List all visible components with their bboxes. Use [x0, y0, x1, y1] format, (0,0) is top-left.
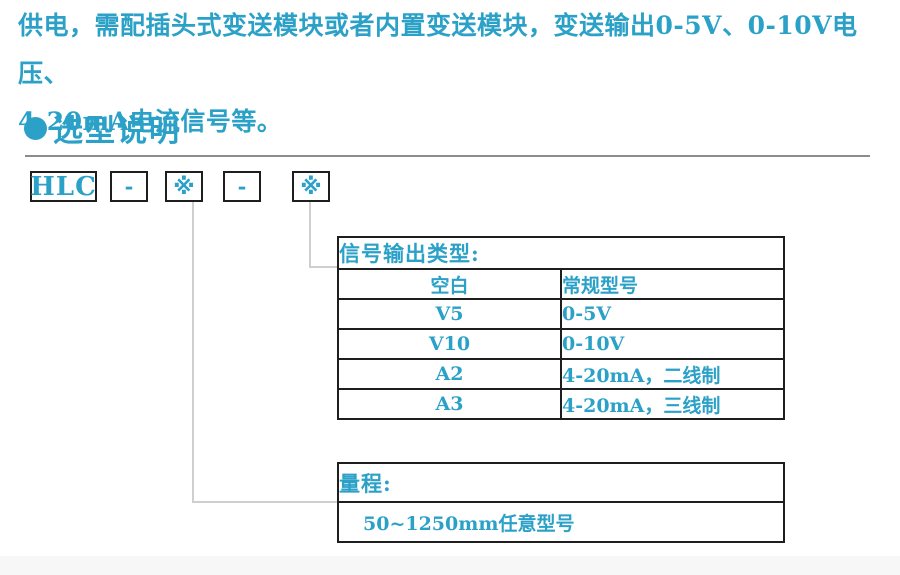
table-row: 空白 常规型号	[337, 268, 785, 300]
model-code-box-dash-2: -	[223, 171, 261, 202]
option-description: 4-20mA，二线制	[560, 358, 785, 390]
model-code-box-dash-1: -	[110, 171, 148, 202]
model-code-box-wildcard-2: ※	[292, 171, 330, 202]
option-description: 0-10V	[560, 328, 785, 360]
wildcard-symbol-icon: ※	[173, 173, 195, 200]
wildcard-symbol-icon: ※	[300, 173, 322, 200]
page-footer-strip	[0, 556, 900, 575]
signal-output-type-table: 信号输出类型: 空白 常规型号 V5 0-5V V10 0-10V A2 4-2…	[337, 236, 785, 420]
model-code-prefix-label: HLC	[30, 171, 97, 202]
connector-line-range-vertical	[192, 202, 194, 503]
option-description: 常规型号	[560, 268, 785, 300]
bullet-circle-icon	[24, 116, 47, 140]
option-code: A3	[337, 388, 562, 420]
table-row: 50~1250mm任意型号	[337, 501, 785, 543]
intro-paragraph: 供电，需配插头式变送模块或者内置变送模块，变送输出0-5V、0-10V电压、 4…	[18, 2, 890, 146]
connector-line-signal-horizontal	[309, 266, 337, 268]
intro-line-1: 供电，需配插头式变送模块或者内置变送模块，变送输出0-5V、0-10V电压、	[18, 11, 858, 88]
section-divider	[25, 155, 870, 157]
table-title-row: 信号输出类型:	[337, 236, 785, 270]
option-description: 0-5V	[560, 298, 785, 330]
section-title: 选型说明	[53, 114, 181, 149]
table-row: A3 4-20mA，三线制	[337, 388, 785, 420]
range-value: 50~1250mm任意型号	[337, 501, 785, 543]
connector-line-range-horizontal	[192, 501, 337, 503]
option-code: 空白	[337, 268, 562, 300]
dash-symbol: -	[237, 174, 247, 199]
option-code: V10	[337, 328, 562, 360]
option-description: 4-20mA，三线制	[560, 388, 785, 420]
connector-line-signal-vertical	[309, 202, 311, 268]
range-table-title: 量程:	[337, 462, 785, 503]
intro-line-2: 4-20mA电流信号等。	[18, 107, 283, 136]
signal-table-title: 信号输出类型:	[337, 236, 785, 270]
table-row: V5 0-5V	[337, 298, 785, 330]
option-code: A2	[337, 358, 562, 390]
dash-symbol: -	[124, 174, 134, 199]
option-code: V5	[337, 298, 562, 330]
range-table: 量程: 50~1250mm任意型号	[337, 462, 785, 543]
model-code-box-wildcard-1: ※	[165, 171, 203, 202]
table-row: A2 4-20mA，二线制	[337, 358, 785, 390]
table-row: V10 0-10V	[337, 328, 785, 360]
table-title-row: 量程:	[337, 462, 785, 503]
section-header: 选型说明	[24, 106, 181, 150]
model-code-box-prefix: HLC	[30, 171, 97, 202]
